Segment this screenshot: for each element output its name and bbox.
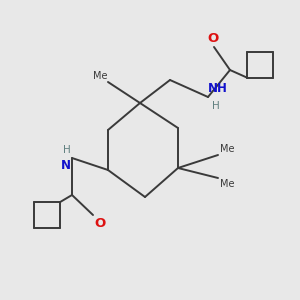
Text: H: H — [212, 101, 220, 111]
Text: N: N — [61, 159, 71, 172]
Text: O: O — [94, 217, 105, 230]
Text: Me: Me — [220, 179, 235, 189]
Text: NH: NH — [208, 82, 228, 95]
Text: Me: Me — [220, 144, 235, 154]
Text: Me: Me — [92, 71, 107, 81]
Text: O: O — [207, 32, 219, 45]
Text: H: H — [63, 145, 71, 155]
